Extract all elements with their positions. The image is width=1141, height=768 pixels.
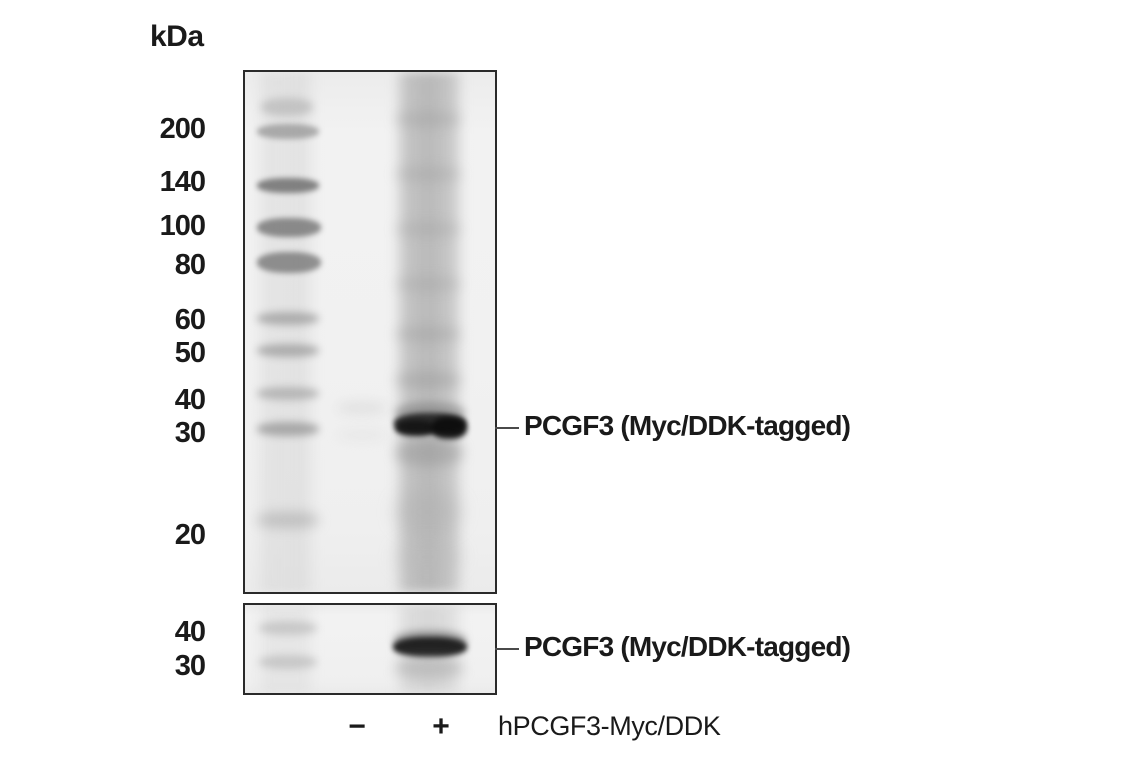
positive-lane-faint-band [395, 167, 461, 181]
band-annotation-bottom: PCGF3 (Myc/DDK-tagged) [524, 631, 851, 662]
negative-lane-faint-band [337, 430, 387, 440]
mw-label-100: 100 [159, 210, 206, 242]
ladder-lane-smear-lower [253, 605, 319, 693]
mw-label-80: 80 [174, 249, 206, 281]
ladder-band [257, 218, 321, 237]
mw-label-lower-30: 30 [174, 650, 206, 682]
negative-lane-faint-band [337, 402, 387, 414]
ladder-band [257, 422, 319, 436]
positive-lane-faint-band [395, 112, 461, 126]
ladder-band [257, 312, 319, 325]
kda-axis-header: kDa [150, 20, 204, 53]
mw-label-lower-40: 40 [174, 616, 206, 648]
pcgf3-main-band-right-lobe [431, 417, 467, 439]
pcgf3-main-band-lower [393, 637, 467, 657]
mw-label-40: 40 [174, 384, 206, 416]
mw-label-50: 50 [174, 337, 206, 369]
sample-label: hPCGF3-Myc/DDK [498, 711, 721, 741]
ladder-band [257, 124, 319, 139]
positive-lane-lower-smear [395, 542, 461, 572]
ladder-band [257, 252, 321, 273]
mw-label-140: 140 [159, 166, 206, 198]
ladder-lane-smear [253, 72, 319, 592]
positive-lane-faint-band [395, 277, 461, 291]
positive-lane-lower-smear [395, 492, 461, 532]
ladder-band [257, 178, 319, 193]
positive-lane-faint-band [395, 372, 461, 388]
upper-blot-panel [243, 70, 497, 594]
band-pointer-tick-top [495, 427, 519, 429]
ladder-band [261, 98, 313, 116]
positive-lane-faint-band [395, 327, 461, 341]
pcgf3-band-tail [395, 440, 463, 466]
ladder-band [257, 512, 319, 528]
ladder-band-lower [259, 621, 317, 635]
band-annotation-top: PCGF3 (Myc/DDK-tagged) [524, 410, 851, 441]
ladder-band-lower [259, 655, 317, 669]
ladder-band [257, 387, 319, 400]
mw-label-20: 20 [174, 519, 206, 551]
mw-label-60: 60 [174, 304, 206, 336]
mw-label-200: 200 [159, 113, 206, 145]
lane-sign-positive: + [432, 710, 450, 743]
pcgf3-band-tail-lower [395, 657, 463, 679]
mw-label-30: 30 [174, 417, 206, 449]
lane-sign-negative: − [348, 710, 366, 743]
ladder-band [257, 344, 319, 357]
positive-lane-smear [393, 72, 465, 592]
lower-blot-panel [243, 603, 497, 695]
band-pointer-tick-bottom [495, 648, 519, 650]
pcgf3-main-band-left-lobe [395, 420, 435, 436]
positive-lane-faint-band [395, 222, 461, 236]
